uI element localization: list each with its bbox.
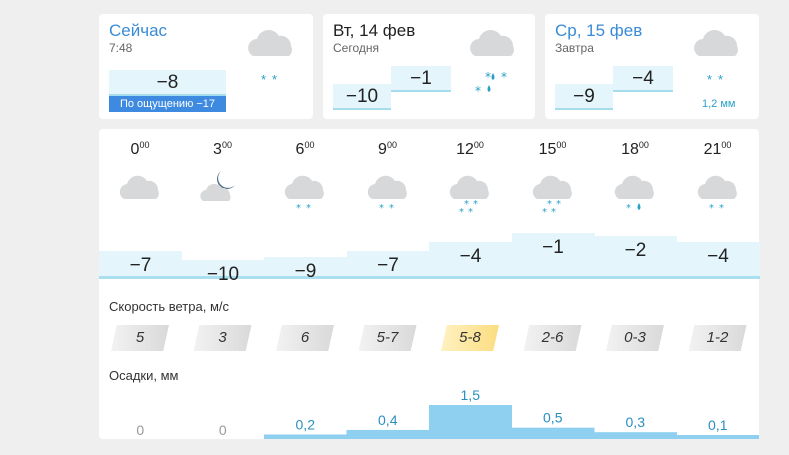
today-temp-max: −1	[391, 66, 451, 92]
hour-label: 000	[130, 140, 150, 158]
wind-speed-badge: 0-3	[606, 325, 664, 351]
cloud-snow-icon	[248, 30, 292, 56]
precip-value: 0,3	[626, 414, 646, 430]
temp-bar: −4	[429, 242, 512, 279]
snowflake-icon: **	[261, 72, 284, 87]
current-title: Сейчас	[109, 21, 168, 40]
precip-value: 1,5	[461, 389, 481, 403]
precip-area	[346, 429, 430, 439]
wind-speed-badge: 2-6	[523, 325, 582, 351]
tomorrow-precip: 1,2 мм	[702, 98, 736, 110]
hourly-forecast-panel: 000 −7 5 300 −10 3 600 * * −9 6 900 * * −7 5-7 1200 * * * * −…	[99, 129, 760, 439]
temp-bar: −7	[346, 251, 430, 279]
svg-text:*: *	[468, 207, 473, 215]
current-temp: −8	[109, 70, 226, 96]
precip-area	[429, 405, 512, 439]
precip-value: 0,1	[708, 417, 728, 433]
cloud-sleet-icon: *	[614, 175, 654, 214]
svg-text:*: *	[306, 203, 311, 214]
temp-bar: −7	[99, 251, 182, 279]
svg-text:*: *	[464, 199, 469, 210]
temp-bar: −4	[676, 242, 760, 279]
svg-text:*: *	[719, 203, 724, 214]
cloud-icon	[119, 175, 159, 199]
svg-text:*: *	[501, 70, 507, 84]
sleet-drops-icon: * * *	[475, 70, 507, 97]
snowflake-icon: **	[707, 72, 730, 87]
precip-label: Осадки, мм	[109, 368, 179, 383]
wind-speed-badge: 3	[193, 325, 252, 351]
svg-text:*: *	[475, 84, 481, 97]
hour-label: 1800	[621, 140, 649, 158]
wind-speed-badge: 5	[111, 325, 169, 351]
svg-text:*: *	[626, 203, 631, 214]
cloud-snow-icon: * *	[697, 175, 737, 214]
current-time: 7:48	[109, 41, 133, 55]
current-weather-card[interactable]: Сейчас 7:48 −8 По ощущению −17 **	[99, 14, 313, 119]
tomorrow-temp-max: −4	[613, 66, 673, 92]
svg-text:*: *	[389, 203, 394, 214]
precip-value: 0	[136, 422, 144, 438]
cloud-heavy-snow-icon: * ** *	[532, 175, 572, 215]
temp-bar: −2	[594, 236, 677, 279]
precip-area	[594, 432, 677, 439]
wind-speed-badge: 5-7	[358, 325, 417, 351]
cloud-snow-icon	[694, 30, 738, 56]
precip-value: 0	[219, 422, 227, 438]
wind-speed-badge: 5-8	[441, 325, 499, 351]
precip-value: 0,2	[296, 416, 316, 432]
cloud-snow-icon: * *	[367, 175, 407, 214]
svg-text:*: *	[379, 203, 384, 214]
svg-text:*: *	[459, 207, 464, 215]
svg-text:*: *	[709, 203, 714, 214]
today-temp-min: −10	[333, 84, 391, 110]
hour-label: 1200	[456, 140, 484, 158]
temp-bar: −1	[511, 233, 595, 279]
cloud-sleet-icon	[470, 30, 514, 56]
svg-text:*: *	[485, 70, 491, 84]
wind-speed-badge: 6	[276, 325, 334, 351]
svg-text:*: *	[547, 199, 552, 210]
today-card[interactable]: Вт, 14 фев Сегодня −10 −1 * * *	[323, 14, 535, 119]
tomorrow-sub: Завтра	[555, 41, 594, 55]
feels-like-badge: По ощущению −17	[109, 96, 226, 112]
precip-area-chart: 0 0 0,2 0,4 1,5 0,5 0,3 0,1	[136, 389, 759, 439]
cloud-heavy-snow-icon: * ** *	[449, 175, 489, 215]
hour-label: 600	[295, 140, 315, 158]
cloud-snow-icon: * *	[284, 175, 324, 214]
precip-value: 0,4	[378, 412, 398, 428]
svg-text:*: *	[473, 199, 478, 210]
precip-area	[676, 435, 759, 439]
hour-label: 2100	[703, 140, 732, 158]
precip-area	[264, 434, 347, 439]
svg-text:*: *	[556, 199, 561, 210]
svg-text:*: *	[542, 207, 547, 215]
today-sub: Сегодня	[333, 41, 379, 55]
svg-text:*: *	[296, 203, 301, 214]
tomorrow-card[interactable]: Ср, 15 фев Завтра −9 −4 ** 1,2 мм	[545, 14, 759, 119]
today-title: Вт, 14 фев	[333, 21, 416, 40]
temp-bar: −9	[264, 257, 347, 282]
hour-label: 1500	[538, 140, 567, 158]
wind-speed-badge: 1-2	[688, 325, 747, 351]
moon-cloud-icon	[199, 171, 235, 201]
precip-area	[511, 427, 595, 439]
temp-bar: −10	[181, 260, 265, 285]
precip-value: 0,5	[543, 410, 563, 426]
svg-text:*: *	[551, 207, 556, 215]
wind-label: Скорость ветра, м/с	[109, 299, 229, 314]
tomorrow-title: Ср, 15 фев	[555, 21, 643, 40]
hour-label: 300	[213, 140, 232, 158]
hour-label: 900	[378, 140, 397, 158]
tomorrow-temp-min: −9	[555, 84, 613, 110]
